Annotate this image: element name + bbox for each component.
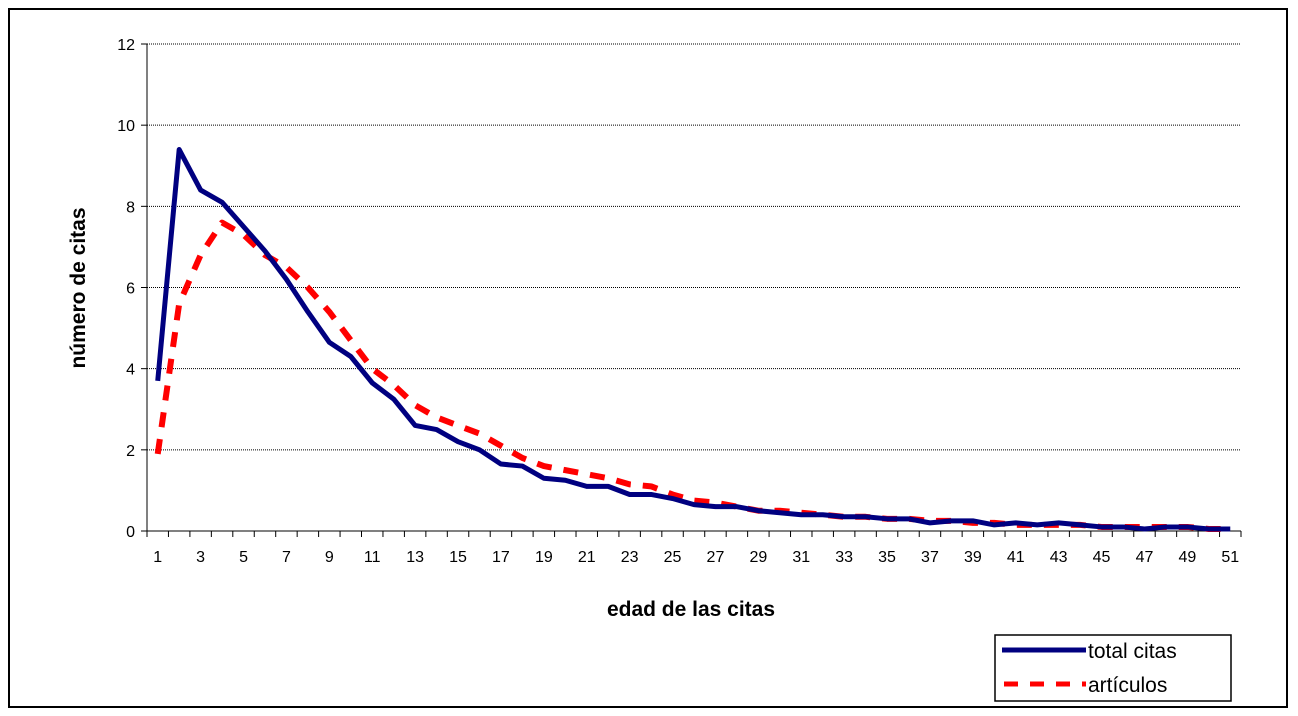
gridlines xyxy=(147,43,1241,451)
y-axis-ticks: 0 2 4 6 8 10 12 xyxy=(117,37,147,541)
x-tick-label: 5 xyxy=(239,549,248,566)
x-axis-ticks: 1 3 5 7 9 11 13 15 17 19 21 23 25 27 29 31 33 35 37 39 41 43 4… xyxy=(146,531,1242,566)
x-tick-label: 43 xyxy=(1050,549,1068,566)
x-tick-label: 47 xyxy=(1136,549,1154,566)
x-tick-label: 31 xyxy=(792,549,810,566)
x-tick-label: 37 xyxy=(921,549,939,566)
y-tick-label: 4 xyxy=(126,362,135,379)
y-tick-label: 8 xyxy=(126,199,135,216)
y-tick-label: 0 xyxy=(126,524,135,541)
legend-label-articulos: artículos xyxy=(1088,674,1167,697)
x-tick-label: 49 xyxy=(1178,549,1196,566)
x-tick-label: 21 xyxy=(578,549,596,566)
x-tick-label: 19 xyxy=(535,549,553,566)
x-tick-label: 41 xyxy=(1007,549,1025,566)
x-tick-label: 25 xyxy=(664,549,682,566)
series-line-total-citas xyxy=(155,147,1231,532)
x-tick-label: 15 xyxy=(449,549,467,566)
x-tick-label: 45 xyxy=(1093,549,1111,566)
series-line-articulos xyxy=(154,219,1231,532)
x-tick-label: 9 xyxy=(325,549,334,566)
x-tick-label: 23 xyxy=(621,549,639,566)
x-tick-label: 11 xyxy=(364,549,381,566)
series-layer xyxy=(154,147,1231,532)
x-tick-label: 29 xyxy=(749,549,767,566)
x-tick-label: 35 xyxy=(878,549,896,566)
y-tick-label: 6 xyxy=(126,281,135,298)
x-tick-label: 1 xyxy=(153,549,162,566)
legend-label-total-citas: total citas xyxy=(1088,640,1177,663)
x-tick-label: 27 xyxy=(707,549,725,566)
x-tick-label: 51 xyxy=(1221,549,1239,566)
legend-box xyxy=(994,634,1232,702)
y-axis-title: número de citas xyxy=(67,207,90,368)
x-tick-label: 17 xyxy=(492,549,510,566)
legend: total citas artículos xyxy=(994,634,1232,702)
y-tick-label: 12 xyxy=(117,37,135,54)
chart-frame: 0 2 4 6 8 10 12 1 3 5 7 9 11 13 15 17 19 21 23 25 27 29 31 33 3… xyxy=(8,8,1288,708)
x-tick-label: 13 xyxy=(406,549,424,566)
x-tick-label: 7 xyxy=(282,549,291,566)
x-axis-title: edad de las citas xyxy=(607,598,775,621)
x-tick-label: 39 xyxy=(964,549,982,566)
y-tick-label: 10 xyxy=(117,118,135,135)
x-tick-label: 33 xyxy=(835,549,853,566)
y-tick-label: 2 xyxy=(126,443,135,460)
x-tick-label: 3 xyxy=(196,549,205,566)
